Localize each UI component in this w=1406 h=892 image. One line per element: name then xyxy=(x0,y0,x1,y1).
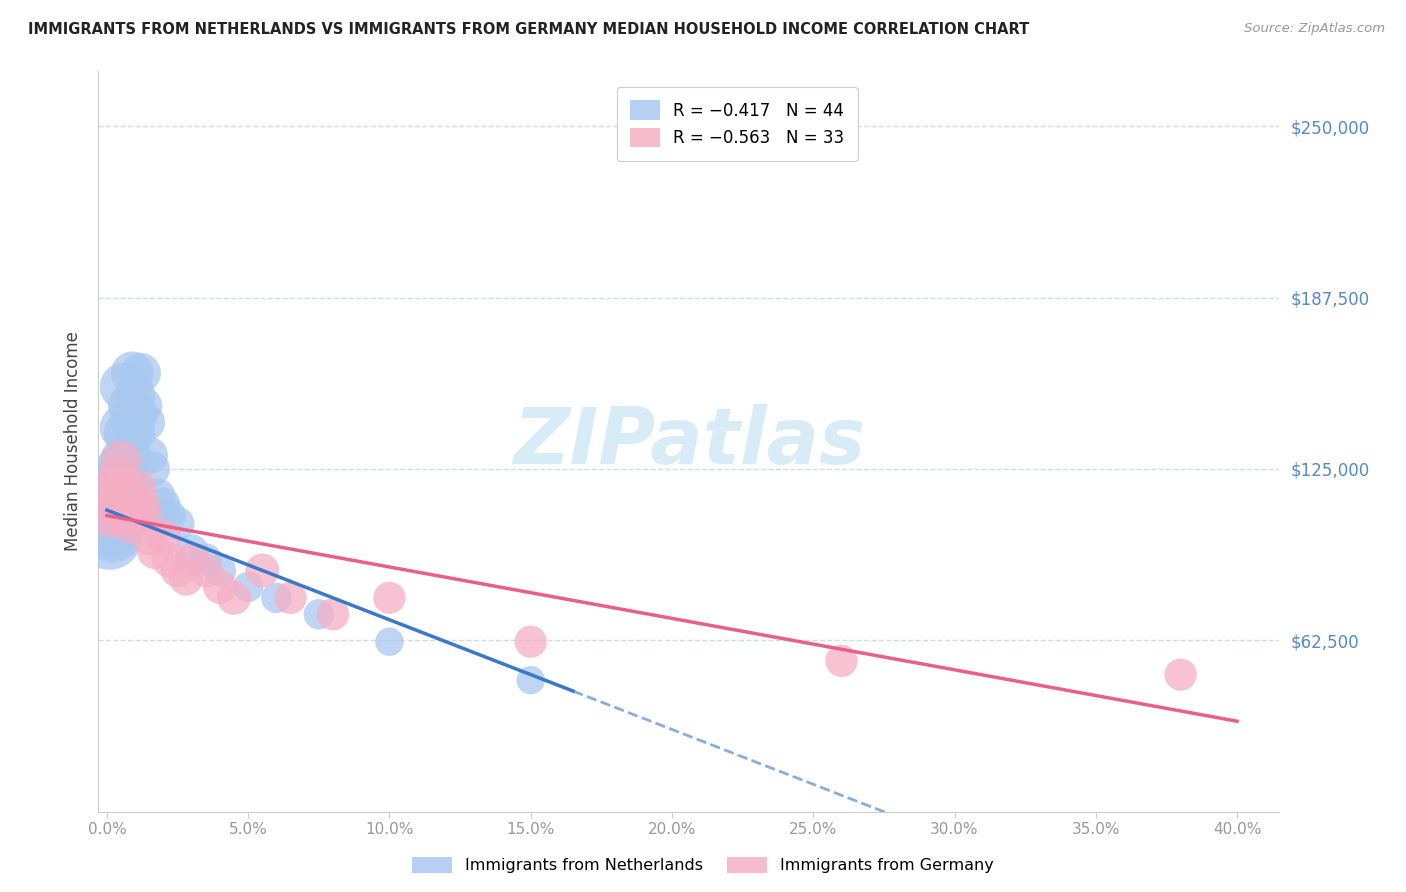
Point xyxy=(121,415,143,429)
Point xyxy=(124,426,146,441)
Point xyxy=(135,415,157,429)
Point xyxy=(152,498,174,512)
Point xyxy=(112,421,135,435)
Point xyxy=(157,552,180,566)
Y-axis label: Median Household Income: Median Household Income xyxy=(63,332,82,551)
Point xyxy=(115,462,138,476)
Point xyxy=(132,399,155,413)
Point xyxy=(252,563,274,577)
Point xyxy=(1170,667,1192,681)
Point xyxy=(141,462,163,476)
Point xyxy=(107,508,129,523)
Point xyxy=(104,503,127,517)
Point xyxy=(166,563,188,577)
Point xyxy=(110,462,132,476)
Legend: Immigrants from Netherlands, Immigrants from Germany: Immigrants from Netherlands, Immigrants … xyxy=(406,850,1000,880)
Text: ZIPatlas: ZIPatlas xyxy=(513,403,865,480)
Point xyxy=(166,516,188,531)
Text: Source: ZipAtlas.com: Source: ZipAtlas.com xyxy=(1244,22,1385,36)
Point xyxy=(129,366,152,380)
Point xyxy=(180,552,202,566)
Text: IMMIGRANTS FROM NETHERLANDS VS IMMIGRANTS FROM GERMANY MEDIAN HOUSEHOLD INCOME C: IMMIGRANTS FROM NETHERLANDS VS IMMIGRANT… xyxy=(28,22,1029,37)
Point xyxy=(104,489,127,503)
Point xyxy=(101,508,124,523)
Point xyxy=(143,544,166,558)
Point xyxy=(174,572,197,586)
Point xyxy=(110,498,132,512)
Point xyxy=(104,516,127,531)
Point xyxy=(152,531,174,545)
Point xyxy=(98,508,121,523)
Point xyxy=(280,591,302,605)
Point xyxy=(831,654,853,668)
Point xyxy=(115,426,138,441)
Point xyxy=(107,475,129,490)
Point xyxy=(112,481,135,495)
Point xyxy=(121,366,143,380)
Point xyxy=(115,503,138,517)
Point xyxy=(132,508,155,523)
Point xyxy=(110,489,132,503)
Point xyxy=(238,580,260,594)
Point xyxy=(208,580,231,594)
Point xyxy=(157,508,180,523)
Point xyxy=(98,531,121,545)
Point xyxy=(101,524,124,539)
Point xyxy=(112,508,135,523)
Point xyxy=(112,380,135,394)
Point xyxy=(127,407,149,421)
Point xyxy=(138,448,160,462)
Point xyxy=(118,489,141,503)
Point xyxy=(127,481,149,495)
Point xyxy=(138,531,160,545)
Point xyxy=(104,481,127,495)
Point xyxy=(118,516,141,531)
Point xyxy=(118,448,141,462)
Point xyxy=(378,591,401,605)
Point xyxy=(308,607,330,622)
Point xyxy=(266,591,288,605)
Point xyxy=(222,591,245,605)
Point xyxy=(124,388,146,402)
Point xyxy=(110,454,132,468)
Point xyxy=(322,607,344,622)
Point xyxy=(146,489,169,503)
Point xyxy=(378,634,401,648)
Point xyxy=(98,516,121,531)
Legend: R = −0.417   N = 44, R = −0.563   N = 33: R = −0.417 N = 44, R = −0.563 N = 33 xyxy=(617,87,858,161)
Point xyxy=(194,563,217,577)
Point xyxy=(519,634,541,648)
Point xyxy=(194,552,217,566)
Point xyxy=(101,498,124,512)
Point xyxy=(180,544,202,558)
Point xyxy=(121,498,143,512)
Point xyxy=(208,563,231,577)
Point xyxy=(110,481,132,495)
Point xyxy=(107,470,129,484)
Point xyxy=(104,481,127,495)
Point xyxy=(124,508,146,523)
Point xyxy=(101,498,124,512)
Point xyxy=(118,399,141,413)
Point xyxy=(129,498,152,512)
Point xyxy=(107,489,129,503)
Point xyxy=(519,673,541,687)
Point xyxy=(112,454,135,468)
